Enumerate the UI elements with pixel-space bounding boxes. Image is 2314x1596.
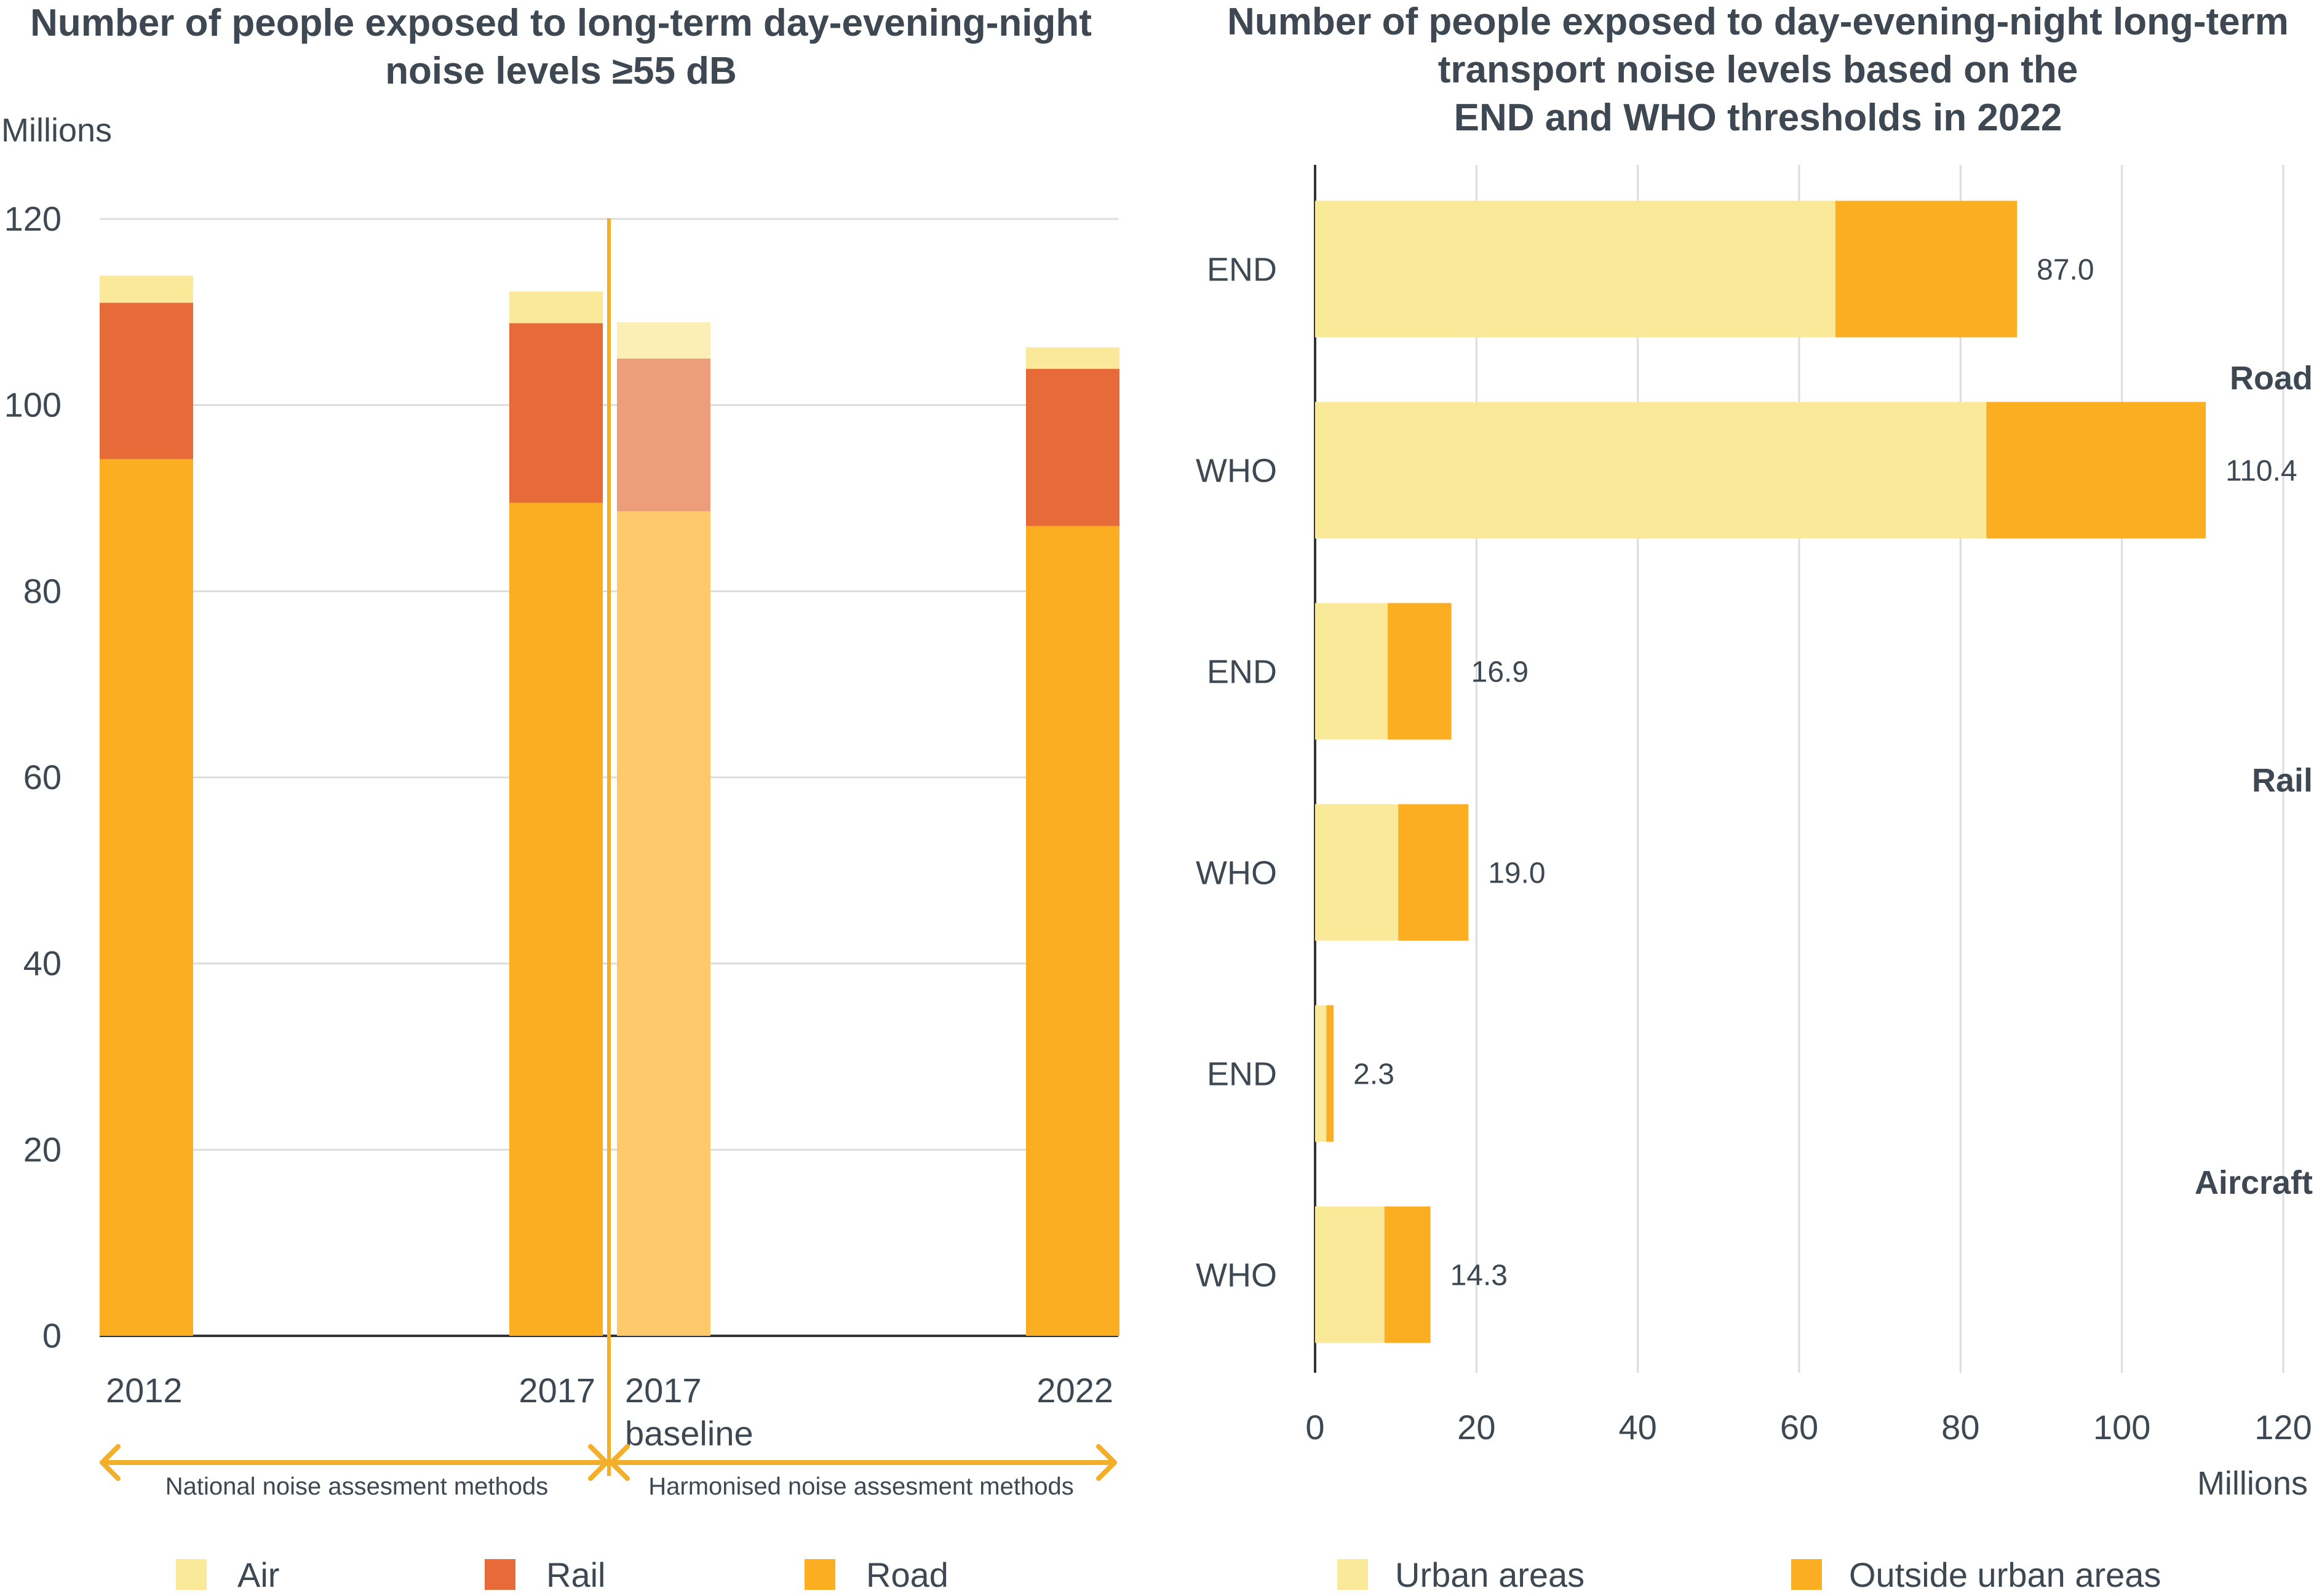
bar-rail-who-urban xyxy=(1315,804,1399,941)
left-chart: Number of people exposed to long-term da… xyxy=(1,2,1119,1594)
bar-2012-road xyxy=(100,459,193,1336)
harmonised-methods-label: Harmonised noise assesment methods xyxy=(648,1473,1073,1500)
legend-label-road: Road xyxy=(866,1555,948,1594)
left-y-tick-labels: 0 20 40 60 80 100 120 xyxy=(4,199,62,1355)
harmonised-methods-arrow xyxy=(609,1444,1117,1481)
bar-rail-end-outside xyxy=(1388,603,1452,740)
right-x-tick-120: 120 xyxy=(2254,1408,2312,1447)
bar-aircraft-end-urban xyxy=(1315,1005,1327,1142)
left-y-tick-80: 80 xyxy=(23,571,62,610)
bar-2017-baseline-air xyxy=(617,322,710,359)
right-chart: Number of people exposed to day-evening-… xyxy=(1196,1,2313,1594)
bar-2017-road xyxy=(509,502,603,1336)
national-methods-arrow xyxy=(100,1444,609,1481)
row-label-road-end: END xyxy=(1207,252,1277,288)
left-y-tick-0: 0 xyxy=(42,1316,62,1355)
bar-2012-rail xyxy=(100,303,193,459)
left-x-label-2017-baseline-suffix: baseline xyxy=(625,1414,753,1453)
bar-aircraft-end-outside xyxy=(1326,1005,1334,1142)
left-x-label-2017-baseline: 2017 xyxy=(625,1371,702,1410)
bar-2012-air xyxy=(100,276,193,303)
legend-swatch-road xyxy=(805,1559,835,1590)
row-label-road-who: WHO xyxy=(1196,453,1277,490)
left-legend: Air Rail Road xyxy=(176,1555,948,1594)
left-chart-title-line-2: noise levels ≥55 dB xyxy=(385,50,737,92)
right-gridlines xyxy=(1314,165,2284,1373)
bar-aircraft-who-outside xyxy=(1384,1206,1431,1343)
legend-swatch-rail xyxy=(485,1559,515,1590)
bar-road-who-outside xyxy=(1986,402,2206,539)
legend-label-urban-areas: Urban areas xyxy=(1395,1555,1584,1594)
row-label-rail-end: END xyxy=(1207,654,1277,691)
bar-2017-baseline-rail xyxy=(617,359,710,512)
right-bars xyxy=(1315,200,2206,1343)
bar-2022-air xyxy=(1026,347,1119,369)
left-bars xyxy=(100,276,1119,1336)
row-label-aircraft-who: WHO xyxy=(1196,1257,1277,1294)
bar-rail-who-outside xyxy=(1398,804,1469,941)
right-x-tick-80: 80 xyxy=(1941,1408,1979,1447)
bar-rail-end-urban xyxy=(1315,603,1388,740)
left-y-tick-60: 60 xyxy=(23,758,62,796)
value-label-road-who: 110.4 xyxy=(2225,455,2297,488)
right-x-tick-20: 20 xyxy=(1457,1408,1495,1447)
bar-2017-baseline-road xyxy=(617,511,710,1336)
left-y-tick-40: 40 xyxy=(23,944,62,983)
bar-2022-rail xyxy=(1026,368,1119,526)
right-x-unit: Millions xyxy=(2197,1465,2308,1502)
value-label-rail-end: 16.9 xyxy=(1471,656,1529,689)
row-label-aircraft-end: END xyxy=(1207,1056,1277,1093)
value-label-rail-who: 19.0 xyxy=(1488,857,1545,890)
left-x-label-2022: 2022 xyxy=(1036,1371,1113,1410)
legend-label-air: Air xyxy=(237,1555,279,1594)
right-x-tick-0: 0 xyxy=(1305,1408,1324,1447)
bar-road-end-outside xyxy=(1835,200,2018,338)
left-y-tick-100: 100 xyxy=(4,386,62,424)
right-x-tick-labels: 0 20 40 60 80 100 120 xyxy=(1305,1408,2312,1447)
group-label-aircraft: Aircraft xyxy=(2195,1164,2313,1201)
right-chart-title-line-3: END and WHO thresholds in 2022 xyxy=(1454,97,2062,139)
left-x-label-2017: 2017 xyxy=(519,1371,595,1410)
left-y-unit: Millions xyxy=(1,112,112,149)
legend-label-outside-urban-areas: Outside urban areas xyxy=(1849,1555,2161,1594)
value-label-road-end: 87.0 xyxy=(2037,254,2094,287)
bar-road-end-urban xyxy=(1315,200,1836,338)
right-x-tick-60: 60 xyxy=(1780,1408,1818,1447)
value-label-aircraft-end: 2.3 xyxy=(1353,1058,1394,1091)
legend-label-rail: Rail xyxy=(546,1555,605,1594)
right-chart-title-line-1: Number of people exposed to day-evening-… xyxy=(1227,1,2289,43)
left-x-tick-labels: 2012 2017 2017 baseline 2022 xyxy=(106,1371,1113,1453)
right-chart-title-line-2: transport noise levels based on the xyxy=(1438,49,2078,91)
bar-2017-rail xyxy=(509,323,603,503)
right-legend: Urban areas Outside urban areas xyxy=(1337,1555,2161,1594)
right-x-tick-40: 40 xyxy=(1619,1408,1657,1447)
left-y-tick-120: 120 xyxy=(4,199,62,238)
row-label-rail-who: WHO xyxy=(1196,855,1277,892)
left-y-tick-20: 20 xyxy=(23,1130,62,1169)
right-x-tick-100: 100 xyxy=(2093,1408,2150,1447)
legend-swatch-outside-urban-areas xyxy=(1791,1559,1822,1590)
right-group-labels: Road Rail Aircraft xyxy=(2195,360,2313,1201)
national-methods-label: National noise assesment methods xyxy=(165,1473,549,1500)
bar-aircraft-who-urban xyxy=(1315,1206,1385,1343)
bar-2022-road xyxy=(1026,526,1119,1336)
value-label-aircraft-who: 14.3 xyxy=(1450,1260,1508,1292)
legend-swatch-urban-areas xyxy=(1337,1559,1368,1590)
bar-2017-air xyxy=(509,292,603,324)
group-label-road: Road xyxy=(2230,360,2313,397)
left-chart-title-line-1: Number of people exposed to long-term da… xyxy=(30,2,1092,44)
legend-swatch-air xyxy=(176,1559,207,1590)
left-x-label-2012: 2012 xyxy=(106,1371,183,1410)
group-label-rail: Rail xyxy=(2252,762,2313,799)
right-row-labels: 87.0 END 110.4 WHO 16.9 END 19.0 WHO 2.3 END 14.3 W… xyxy=(1196,252,2297,1294)
bar-road-who-urban xyxy=(1315,402,1987,539)
